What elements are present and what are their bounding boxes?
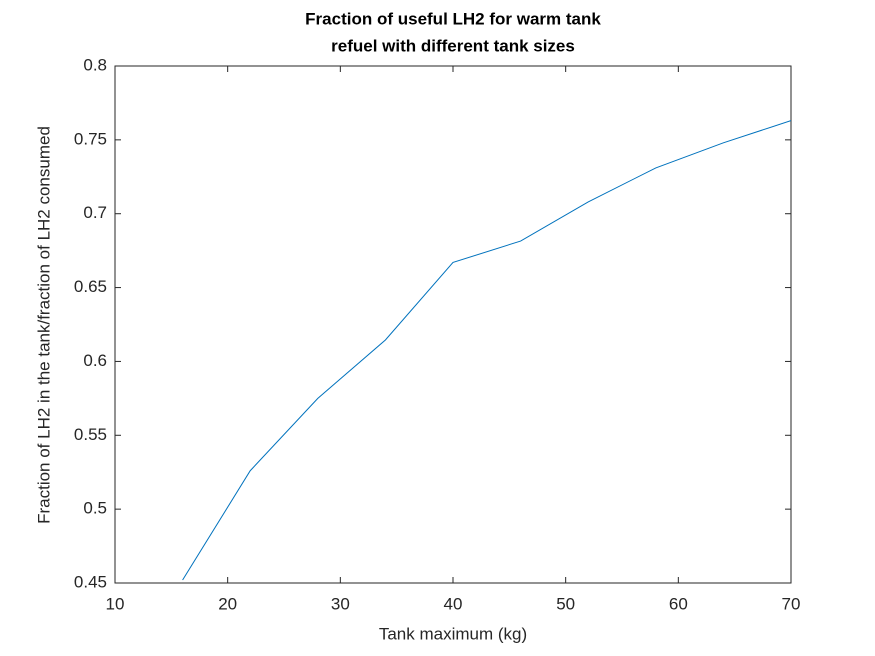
x-axis-label: Tank maximum (kg) bbox=[379, 624, 527, 643]
y-tick-label: 0.5 bbox=[83, 499, 107, 518]
x-tick-label: 20 bbox=[218, 594, 237, 613]
y-tick-label: 0.55 bbox=[74, 425, 107, 444]
chart-title: Fraction of useful LH2 for warm tank bbox=[305, 9, 601, 28]
chart-title: refuel with different tank sizes bbox=[331, 36, 575, 55]
y-axis-label: Fraction of LH2 in the tank/fraction of … bbox=[34, 126, 53, 524]
y-tick-label: 0.65 bbox=[74, 277, 107, 296]
x-tick-label: 40 bbox=[444, 594, 463, 613]
y-tick-label: 0.8 bbox=[83, 55, 107, 74]
x-tick-label: 10 bbox=[106, 594, 125, 613]
line-series bbox=[182, 120, 791, 581]
x-tick-label: 60 bbox=[669, 594, 688, 613]
y-tick-label: 0.7 bbox=[83, 203, 107, 222]
y-tick-label: 0.6 bbox=[83, 351, 107, 370]
x-tick-label: 70 bbox=[782, 594, 801, 613]
x-tick-label: 50 bbox=[556, 594, 575, 613]
y-tick-label: 0.75 bbox=[74, 129, 107, 148]
plot-area bbox=[114, 65, 792, 584]
x-tick-label: 30 bbox=[331, 594, 350, 613]
y-tick-label: 0.45 bbox=[74, 572, 107, 591]
